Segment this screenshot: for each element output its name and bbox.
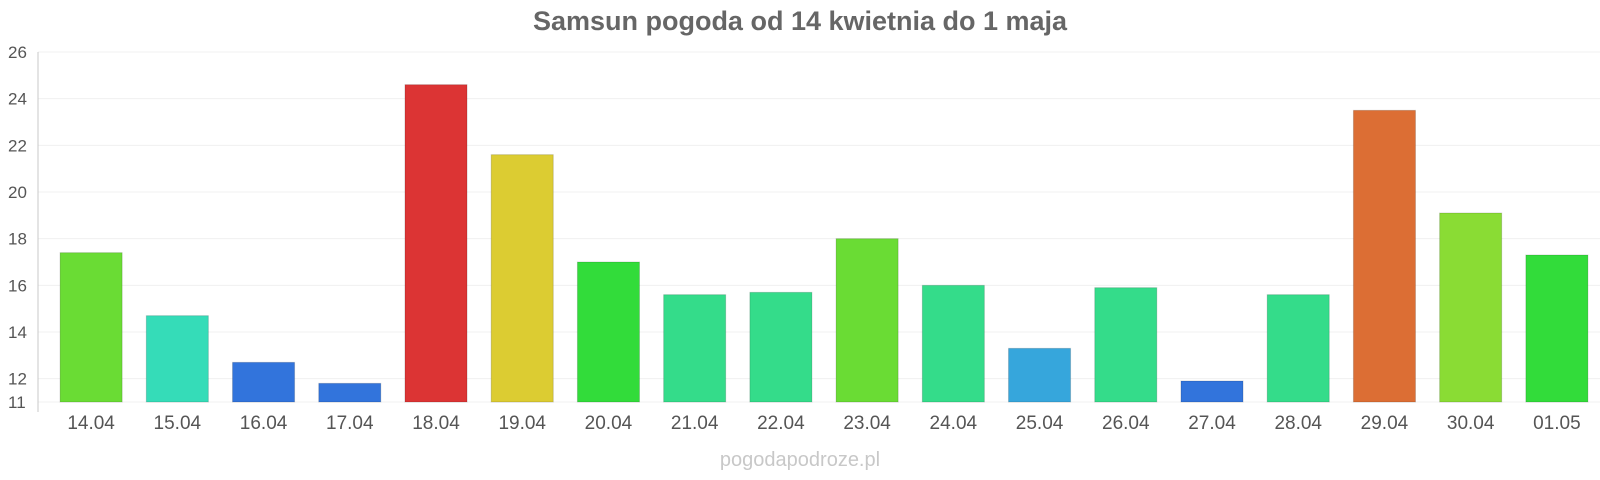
- bar-24.04: [921, 284, 985, 403]
- bar-25.04: [1008, 347, 1072, 403]
- y-tick-label: 16: [8, 276, 27, 295]
- x-tick-label: 26.04: [1102, 413, 1150, 434]
- bars: [59, 84, 1589, 403]
- chart-title: Samsun pogoda od 14 kwietnia do 1 maja: [532, 6, 1068, 36]
- bar-30.04: [1439, 212, 1503, 403]
- bar-17.04: [318, 382, 382, 403]
- bar-18.04: [404, 84, 468, 403]
- y-tick-label: 12: [8, 370, 27, 389]
- x-tick-label: 21.04: [671, 413, 719, 434]
- bar-27.04: [1180, 380, 1244, 403]
- y-tick-label: 14: [8, 323, 27, 342]
- y-tick-label: 24: [8, 90, 27, 109]
- x-tick-label: 28.04: [1274, 413, 1322, 434]
- x-tick-label: 23.04: [843, 413, 891, 434]
- grid-lines: [38, 51, 1600, 403]
- bar-26.04: [1094, 287, 1158, 403]
- x-tick-label: 22.04: [757, 413, 805, 434]
- bar-20.04: [576, 261, 640, 403]
- x-axis-ticks: 14.04 15.04 16.04 17.04 18.04 19.04 20.04 21.04…: [67, 413, 1580, 434]
- bar-28.04: [1266, 294, 1330, 403]
- y-tick-label: 22: [8, 136, 27, 155]
- y-tick-label: 11: [8, 393, 26, 412]
- x-tick-label: 18.04: [412, 413, 460, 434]
- y-axis-ticks: 11 12 14 16 18 20 22 24 26: [8, 43, 27, 412]
- bar-14.04: [59, 252, 123, 403]
- bar-01.05: [1525, 254, 1589, 403]
- bar-23.04: [835, 238, 899, 403]
- x-tick-label: 15.04: [154, 413, 202, 434]
- site-watermark: pogodapodroze.pl: [719, 449, 881, 471]
- bar-19.04: [490, 154, 554, 403]
- bar-21.04: [663, 294, 727, 403]
- x-tick-label: 24.04: [930, 413, 978, 434]
- x-tick-label: 01.05: [1533, 413, 1581, 434]
- bar-22.04: [749, 291, 813, 403]
- y-tick-label: 26: [8, 43, 27, 62]
- x-tick-label: 25.04: [1016, 413, 1064, 434]
- x-tick-label: 16.04: [240, 413, 288, 434]
- x-tick-label: 19.04: [498, 413, 546, 434]
- y-tick-label: 18: [8, 230, 27, 249]
- x-tick-label: 17.04: [326, 413, 374, 434]
- x-tick-label: 14.04: [67, 413, 115, 434]
- x-tick-label: 30.04: [1447, 413, 1495, 434]
- bar-16.04: [232, 361, 296, 403]
- bar-29.04: [1352, 109, 1416, 403]
- x-tick-label: 27.04: [1188, 413, 1236, 434]
- x-tick-label: 29.04: [1361, 413, 1409, 434]
- x-tick-label: 20.04: [585, 413, 633, 434]
- bar-15.04: [145, 315, 209, 403]
- y-tick-label: 20: [8, 183, 27, 202]
